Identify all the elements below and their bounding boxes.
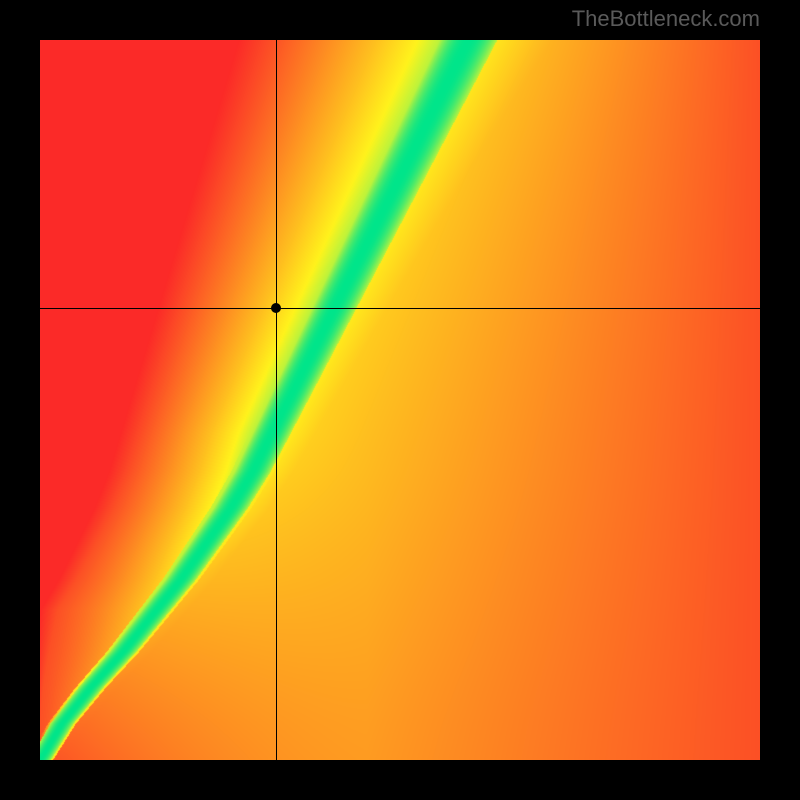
watermark-text: TheBottleneck.com [572, 6, 760, 32]
heatmap-canvas [40, 40, 760, 760]
crosshair-horizontal [40, 308, 760, 309]
crosshair-vertical [276, 40, 277, 760]
data-point [271, 303, 281, 313]
heatmap-plot [40, 40, 760, 760]
